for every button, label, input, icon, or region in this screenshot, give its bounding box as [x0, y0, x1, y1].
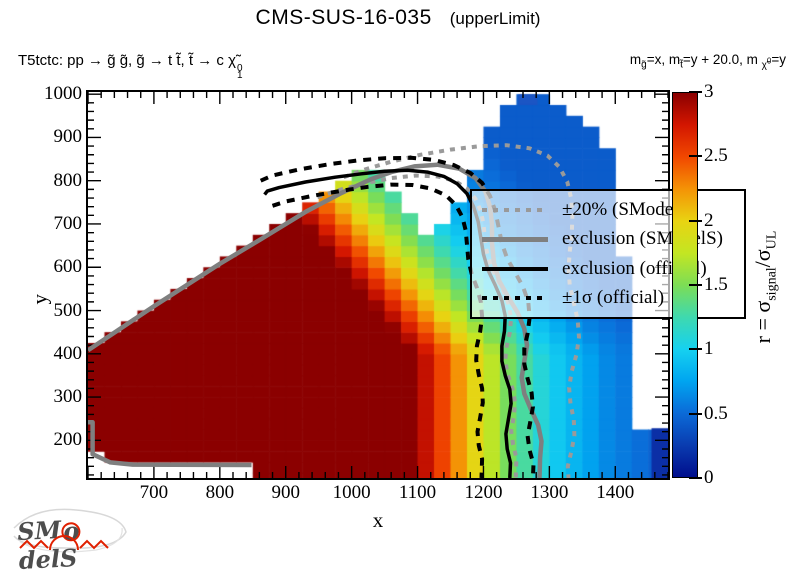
y-tick-label-200: 200 [53, 429, 83, 451]
plot-area: ±20% (SModelS) exclusion (SModelS) exclusi… [86, 90, 746, 480]
y-axis-title: y [27, 294, 52, 305]
chi-sub: 1 [236, 70, 243, 81]
x-tick-label-900: 900 [271, 482, 300, 503]
mass-m1: m [629, 52, 642, 67]
cbar-title-r-sigma: r = σ [750, 300, 775, 344]
y-tick-label-1000: 1000 [44, 83, 82, 105]
colorbar-title: r = σsignal/σUL [750, 132, 784, 442]
colorbar-tick [689, 477, 702, 479]
y-tick-label-300: 300 [53, 386, 83, 408]
smodels-logo: SModelS [6, 498, 136, 572]
y-tick-label-500: 500 [53, 299, 83, 321]
colorbar-tick [689, 284, 702, 286]
colorbar-tick-label-0.5: 0.5 [704, 402, 728, 424]
legend-label: exclusion (official) [562, 257, 707, 279]
mass-hypothesis-label: mg̃=x, mt̃=y + 20.0, m χ̃0=y [630, 52, 786, 71]
y-tick-label-800: 800 [53, 169, 83, 191]
legend-row-0: ±20% (SModelS) [482, 199, 734, 221]
legend-box: ±20% (SModelS) exclusion (SModelS) exclusi… [470, 189, 746, 319]
logo-decay-squiggle-icon [19, 535, 109, 551]
legend-row-2: exclusion (official) [482, 258, 734, 280]
mass-m1-sub: g̃ [641, 59, 647, 71]
colorbar-tick [689, 348, 702, 351]
legend-sample-solid-gray-icon [482, 236, 548, 242]
legend-label: ±20% (SModelS) [562, 198, 696, 220]
plot-title-row: CMS-SUS-16-035 (upperLimit) [0, 6, 796, 30]
colorbar-tick [689, 91, 702, 93]
y-tick-label-600: 600 [53, 256, 83, 278]
contour-exclusion-smodels-lowleft [88, 419, 252, 468]
cbar-title-slash-sigma: /σ [750, 249, 775, 268]
mass-seg2: =x, m [646, 52, 681, 67]
mass-seg3: =y + 20.0, m [682, 52, 762, 67]
mass-m3-sub-sup: 0 [766, 56, 772, 66]
mass-m2-sub: t̃ [680, 59, 683, 71]
cbar-title-sub-ul: UL [764, 230, 780, 250]
colorbar-tick-label-2: 2 [704, 209, 714, 231]
colorbar-tick-label-1.5: 1.5 [704, 274, 728, 295]
legend-sample-solid-black-icon [482, 266, 548, 271]
x-tick-label-1000: 1000 [332, 482, 371, 503]
plot-title-suffix: (upperLimit) [449, 9, 541, 28]
colorbar-tick [689, 155, 702, 158]
mass-seg4: =y [771, 52, 786, 67]
legend-sample-dotted-gray-icon [482, 207, 548, 212]
process-label: T5tctc: pp → g̃ g̃, g̃ → t t̃, t̃ → c χ̃… [18, 52, 243, 81]
x-tick-label-1200: 1200 [464, 482, 503, 503]
colorbar-tick [689, 412, 702, 415]
colorbar-tick-label-0: 0 [704, 467, 714, 488]
plot-title: CMS-SUS-16-035 [255, 6, 432, 29]
colorbar-tick-label-3: 3 [704, 81, 714, 102]
process-text: T5tctc: pp → g̃ g̃, g̃ → t t̃, t̃ → c χ̃ [18, 52, 236, 69]
legend-label: ±1σ (official) [562, 287, 665, 309]
contour-pm1sigma-plus [259, 155, 536, 478]
colorbar-tick [689, 219, 702, 222]
colorbar-tick-label-2.5: 2.5 [704, 145, 728, 167]
cbar-title-sub-signal: signal [764, 267, 780, 301]
mass-m3-sub: χ̃0 [761, 56, 772, 71]
x-axis-title: x [372, 508, 384, 532]
legend-sample-dotted-black-icon [482, 296, 548, 301]
x-tick-label-1100: 1100 [398, 482, 437, 503]
x-tick-label-700: 700 [139, 482, 169, 503]
y-tick-label-700: 700 [53, 212, 83, 234]
legend-row-3: ±1σ (official) [482, 287, 734, 309]
x-tick-label-800: 800 [205, 482, 235, 503]
y-tick-label-400: 400 [53, 342, 83, 364]
y-tick-label-900: 900 [53, 126, 83, 148]
contour-pm1sigma-minus [271, 182, 485, 478]
x-tick-label-1300: 1300 [530, 482, 569, 503]
legend-label: exclusion (SModelS) [562, 228, 723, 250]
mass-m3-sub-text: χ̃ [761, 59, 767, 71]
x-tick-label-1400: 1400 [596, 482, 635, 503]
colorbar-tick-label-1: 1 [704, 338, 714, 360]
chi-sup: 0 [236, 63, 243, 74]
